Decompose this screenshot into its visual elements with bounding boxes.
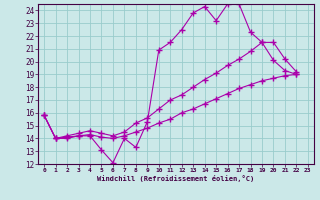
X-axis label: Windchill (Refroidissement éolien,°C): Windchill (Refroidissement éolien,°C) (97, 175, 255, 182)
